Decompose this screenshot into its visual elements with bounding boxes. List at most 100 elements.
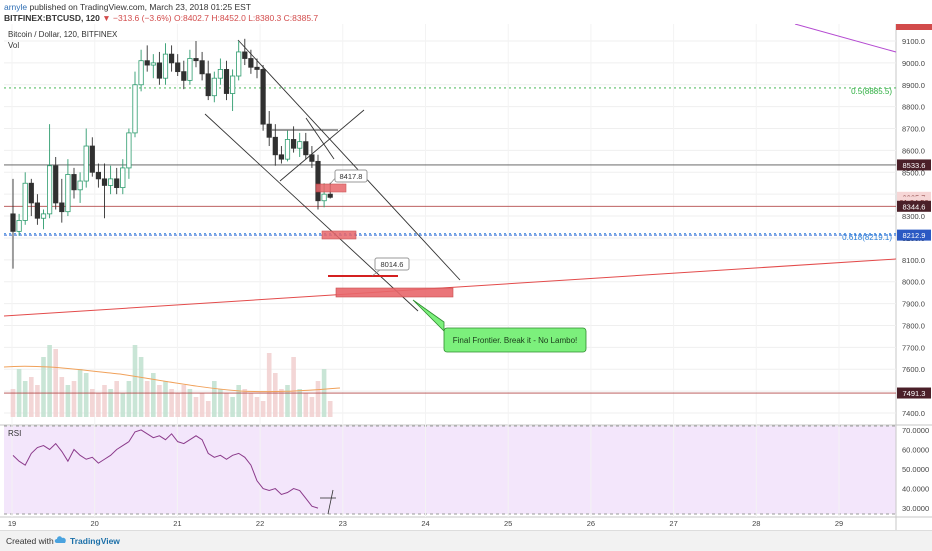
volume-bar xyxy=(273,373,278,417)
volume-bar xyxy=(236,385,241,417)
candle-body xyxy=(34,202,41,219)
volume-bar xyxy=(114,381,119,417)
chart-header: arnyle published on TradingView.com, Mar… xyxy=(0,0,932,24)
volume-bar xyxy=(315,381,321,417)
time-tick-label: 26 xyxy=(587,519,595,528)
volume-bar xyxy=(266,353,272,417)
candle-body xyxy=(10,213,16,232)
created-with-text: Created with xyxy=(6,536,54,546)
wedge-line-1 xyxy=(279,109,365,182)
candle-body xyxy=(284,139,291,160)
publish-line: arnyle published on TradingView.com, Mar… xyxy=(4,2,251,12)
channel-upper-line xyxy=(237,39,461,281)
rsi-tick-label: 70.0000 xyxy=(902,426,929,435)
volume-bar xyxy=(144,381,150,417)
price-axis-tag xyxy=(897,159,931,171)
price-tick-label: 8700.0 xyxy=(902,125,925,134)
volume-bar xyxy=(151,373,156,417)
candle-body xyxy=(120,167,126,189)
price-axis-tag xyxy=(897,200,931,212)
price-tick-label: 9100.0 xyxy=(902,37,925,46)
price-tick-label: 7700.0 xyxy=(902,343,925,352)
price-axis-tag-label: 8344.6 xyxy=(903,202,926,211)
time-tick-label: 23 xyxy=(339,519,347,528)
tradingview-brand-link[interactable]: TradingView xyxy=(70,536,120,546)
price-change: ▼ −313.6 (−3.6%) xyxy=(102,13,172,23)
volume-bar xyxy=(193,397,199,417)
volume-bar xyxy=(230,397,235,417)
series-legend: Bitcoin / Dollar, 120, BITFINEX xyxy=(8,30,118,39)
candle-body xyxy=(40,213,47,219)
time-tick-label: 25 xyxy=(504,519,512,528)
candle-body xyxy=(187,58,193,81)
volume-bar xyxy=(218,389,223,417)
price-tick-label: 7900.0 xyxy=(902,300,925,309)
candle-body xyxy=(16,220,22,232)
candle-body xyxy=(108,178,114,186)
volume-bar xyxy=(242,389,248,417)
chart-canvas[interactable]: 8417.8 8014.6 Final Frontier. Break it -… xyxy=(0,24,932,530)
candle-body xyxy=(162,53,169,79)
grid-layer xyxy=(4,24,896,517)
candle-body xyxy=(168,53,175,64)
price-tick-label: 9000.0 xyxy=(902,59,925,68)
rsi-legend: RSI xyxy=(8,429,21,438)
time-tick-label: 22 xyxy=(256,519,264,528)
annotation-box[interactable] xyxy=(443,327,587,353)
callout-box-2 xyxy=(374,257,410,271)
candle-body xyxy=(156,62,162,79)
annotation-pointer xyxy=(412,299,445,332)
volume-bar xyxy=(90,389,95,417)
candle-body xyxy=(71,174,77,191)
candle-body xyxy=(211,77,217,97)
time-tick-label: 27 xyxy=(669,519,677,528)
symbol-line: BITFINEX:BTCUSD, 120 ▼ −313.6 (−3.6%) O:… xyxy=(4,13,318,23)
candle-body xyxy=(223,69,230,94)
volume-bar xyxy=(279,389,284,417)
author-link[interactable]: arnyle xyxy=(4,2,28,12)
price-tick-label: 7800.0 xyxy=(902,321,925,330)
candle-body xyxy=(132,84,138,134)
candle-body xyxy=(248,58,254,68)
volume-bar xyxy=(126,381,132,417)
volume-moving-average xyxy=(3,365,341,393)
candle-body xyxy=(315,160,321,202)
volume-bar xyxy=(297,389,302,417)
volume-bar xyxy=(309,397,315,417)
volume-bar xyxy=(248,393,254,417)
volume-bar xyxy=(224,393,229,417)
candle-body xyxy=(254,66,260,70)
candle-body xyxy=(47,165,53,215)
candle-body xyxy=(297,141,303,149)
fib-label-05: 0.5(8885.5) xyxy=(851,87,892,96)
candle-body xyxy=(89,145,95,173)
price-tick-label: 8900.0 xyxy=(902,81,925,90)
candle-body xyxy=(229,75,236,94)
volume-bar xyxy=(187,389,193,417)
price-axis-tag-label: 8212.9 xyxy=(903,231,926,240)
candle-body xyxy=(327,193,333,198)
time-tick-label: 29 xyxy=(835,519,843,528)
zone-mid xyxy=(321,230,357,240)
candles-layer xyxy=(10,38,333,269)
candle-body xyxy=(290,139,297,149)
candle-body xyxy=(59,202,65,213)
price-axis-tag xyxy=(897,229,931,241)
long-support-trendline xyxy=(3,258,897,317)
volume-bar xyxy=(41,357,46,417)
price-tick-label: 8100.0 xyxy=(902,256,925,265)
volume-bar xyxy=(157,385,162,417)
candle-body xyxy=(236,51,242,77)
candle-body xyxy=(95,171,101,180)
price-tick-label: 8000.0 xyxy=(902,278,925,287)
purple-trendline xyxy=(794,24,897,53)
volume-bar xyxy=(199,393,205,417)
rsi-tick-label: 60.0000 xyxy=(902,445,929,454)
time-tick-label: 21 xyxy=(173,519,181,528)
candle-body xyxy=(321,193,327,202)
candle-body xyxy=(303,141,309,156)
volume-layer xyxy=(10,345,333,417)
zone-large xyxy=(335,287,454,298)
volume-bar xyxy=(291,357,296,417)
